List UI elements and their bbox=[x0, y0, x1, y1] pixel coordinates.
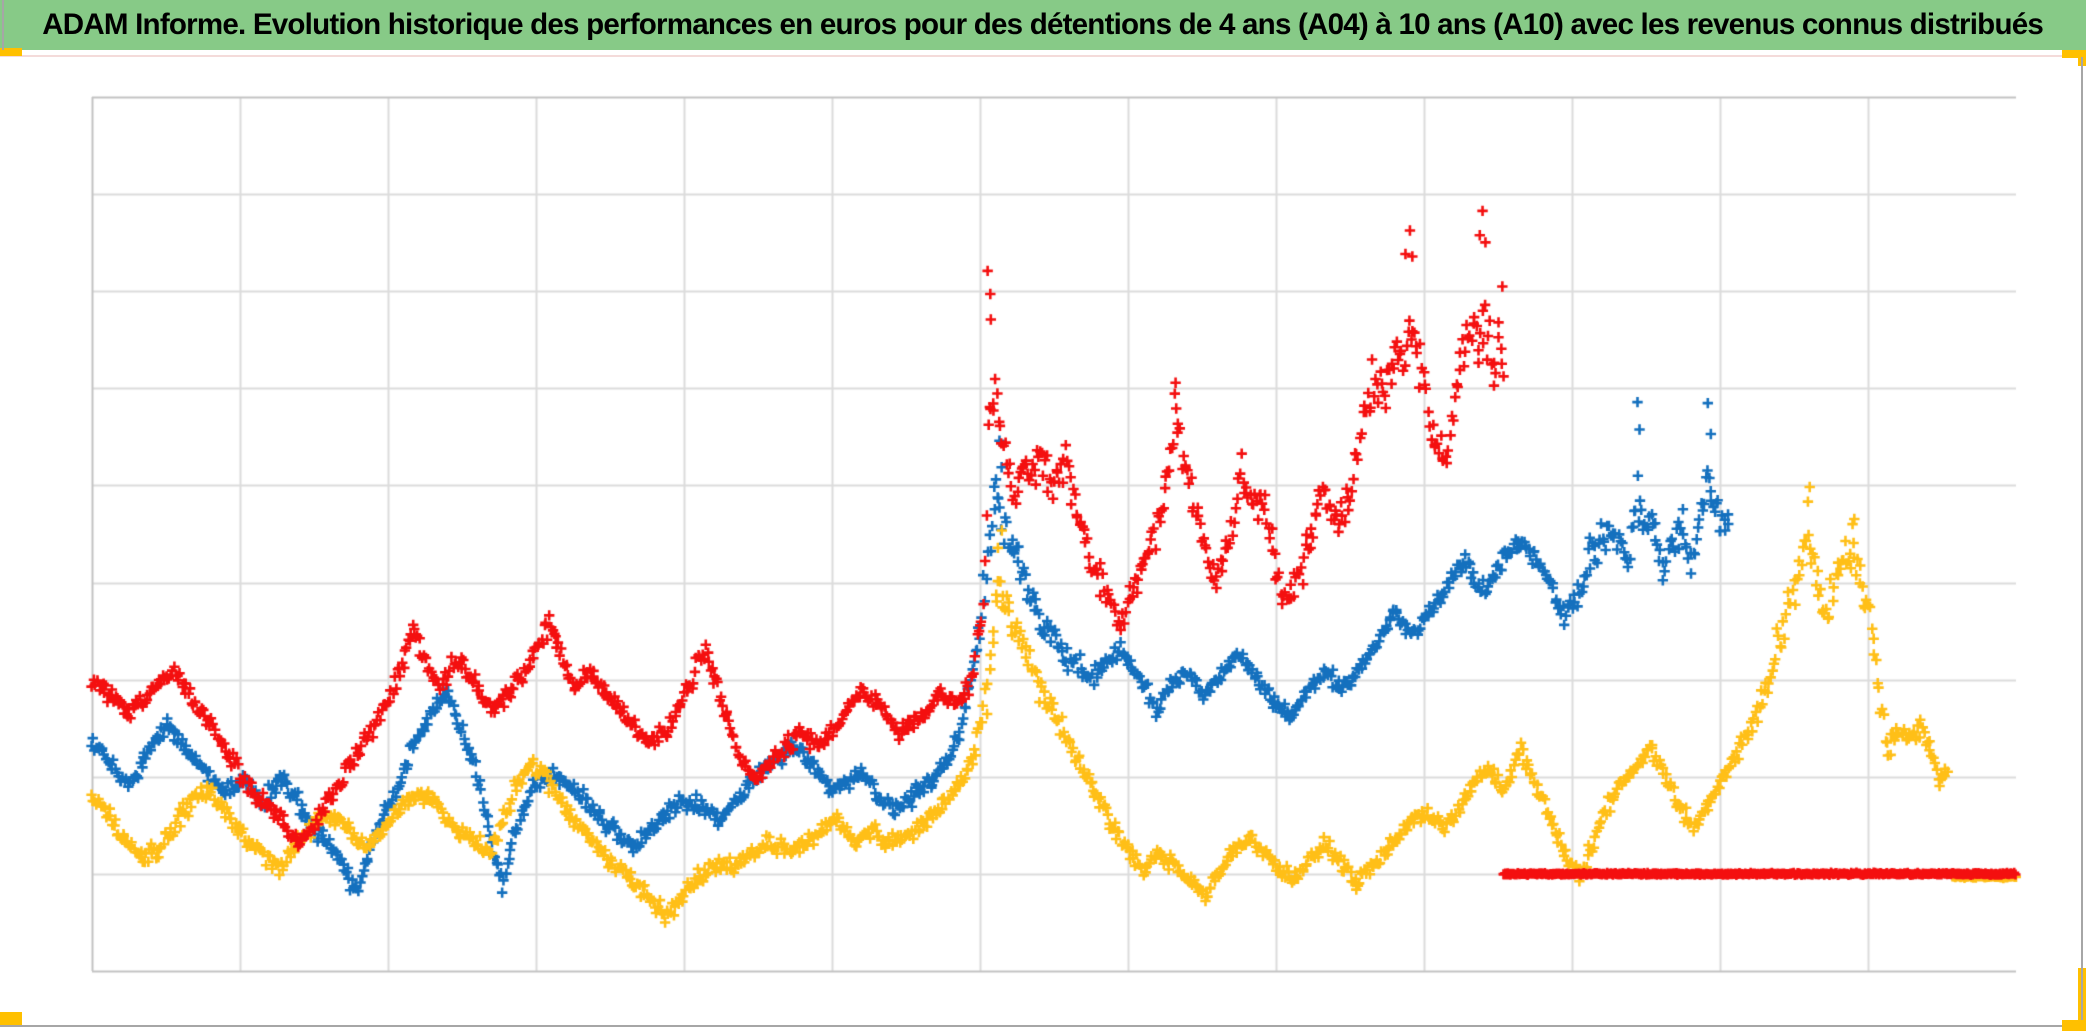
page-edge-line-left bbox=[2, 0, 4, 50]
page-edge-line-bottom bbox=[0, 1025, 2062, 1027]
corner-mark-top-left bbox=[0, 48, 22, 56]
corner-mark-bottom-left bbox=[0, 1012, 22, 1025]
corner-mark-bottom-right bbox=[2062, 1020, 2086, 1031]
page-edge-line-right bbox=[2081, 57, 2083, 1020]
corner-mark-top-right bbox=[2062, 50, 2086, 58]
